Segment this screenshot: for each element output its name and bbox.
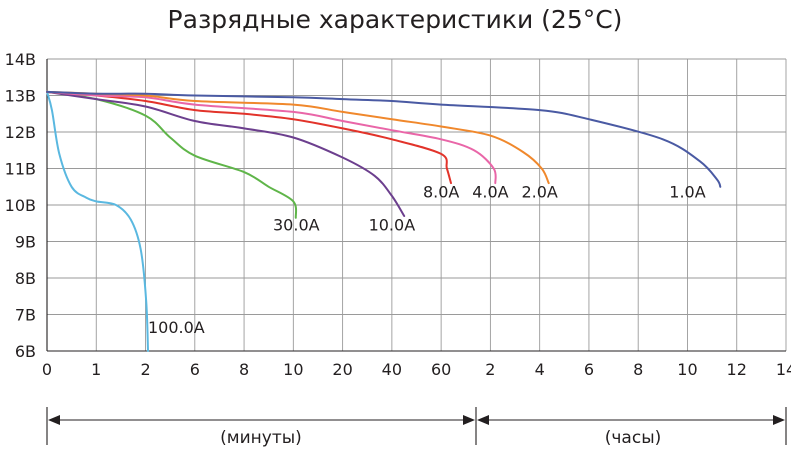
- y-axis-ticks: 14В 13В 12В 11В 10В 9В 8В 7В 6В: [5, 50, 36, 361]
- x-tick-label-11: 6: [584, 360, 594, 379]
- series-label-30-0A: 30.0A: [273, 216, 320, 235]
- minutes-arrow-left-head: [48, 415, 60, 425]
- curve-10-0A: [46, 90, 406, 217]
- curve-100-0A: [46, 90, 149, 352]
- series-label-2-0A: 2.0A: [521, 183, 557, 202]
- x-tick-label-7: 40: [382, 360, 402, 379]
- chart-title: Разрядные характеристики (25°C): [168, 5, 623, 34]
- curve-1-0A: [46, 90, 722, 188]
- series-labels: 100.0A 30.0A 10.0A 8.0A 4.0A 2.0A 1.0A: [148, 183, 706, 337]
- series-label-1-0A: 1.0A: [669, 183, 705, 202]
- x-axis-ticks: 01268102040602468101214: [42, 360, 791, 379]
- series-label-8-0A: 8.0A: [423, 183, 459, 202]
- minutes-arrow-right-head: [463, 415, 475, 425]
- series-curves: [46, 90, 722, 352]
- x-tick-label-9: 2: [485, 360, 495, 379]
- y-tick-label-0: 14В: [5, 50, 36, 69]
- x-tick-label-5: 10: [283, 360, 303, 379]
- y-tick-label-4: 10В: [5, 196, 36, 215]
- curve-8-0A: [46, 90, 452, 185]
- time-range-arrows: (минуты) (часы): [46, 407, 787, 448]
- y-tick-label-3: 11В: [5, 160, 36, 179]
- series-label-10-0A: 10.0A: [369, 216, 416, 235]
- x-tick-label-3: 6: [190, 360, 200, 379]
- series-label-100-0A: 100.0A: [148, 318, 205, 337]
- x-tick-label-0: 0: [42, 360, 52, 379]
- series-label-4-0A: 4.0A: [472, 183, 508, 202]
- y-tick-label-1: 13В: [5, 87, 36, 106]
- hours-arrow-left-head: [477, 415, 489, 425]
- y-tick-label-5: 9В: [15, 233, 36, 252]
- x-tick-label-13: 10: [677, 360, 697, 379]
- hours-arrow-right-head: [773, 415, 785, 425]
- x-tick-label-15: 14: [776, 360, 791, 379]
- hours-range-label: (часы): [605, 428, 662, 448]
- x-tick-label-4: 8: [239, 360, 249, 379]
- x-tick-label-8: 60: [431, 360, 451, 379]
- x-tick-label-14: 12: [727, 360, 747, 379]
- curve-30-0A: [46, 90, 298, 219]
- x-tick-label-12: 8: [633, 360, 643, 379]
- curve-4-0A: [46, 90, 497, 185]
- y-tick-label-6: 8В: [15, 269, 36, 288]
- y-tick-label-2: 12В: [5, 123, 36, 142]
- x-tick-label-10: 4: [535, 360, 545, 379]
- x-tick-label-2: 2: [140, 360, 150, 379]
- y-tick-label-8: 6В: [15, 342, 36, 361]
- grid: [46, 58, 787, 352]
- x-tick-label-1: 1: [91, 360, 101, 379]
- y-tick-label-7: 7В: [15, 306, 36, 325]
- minutes-range-label: (минуты): [220, 428, 302, 448]
- curve-2-0A: [46, 90, 550, 185]
- x-tick-label-6: 20: [332, 360, 352, 379]
